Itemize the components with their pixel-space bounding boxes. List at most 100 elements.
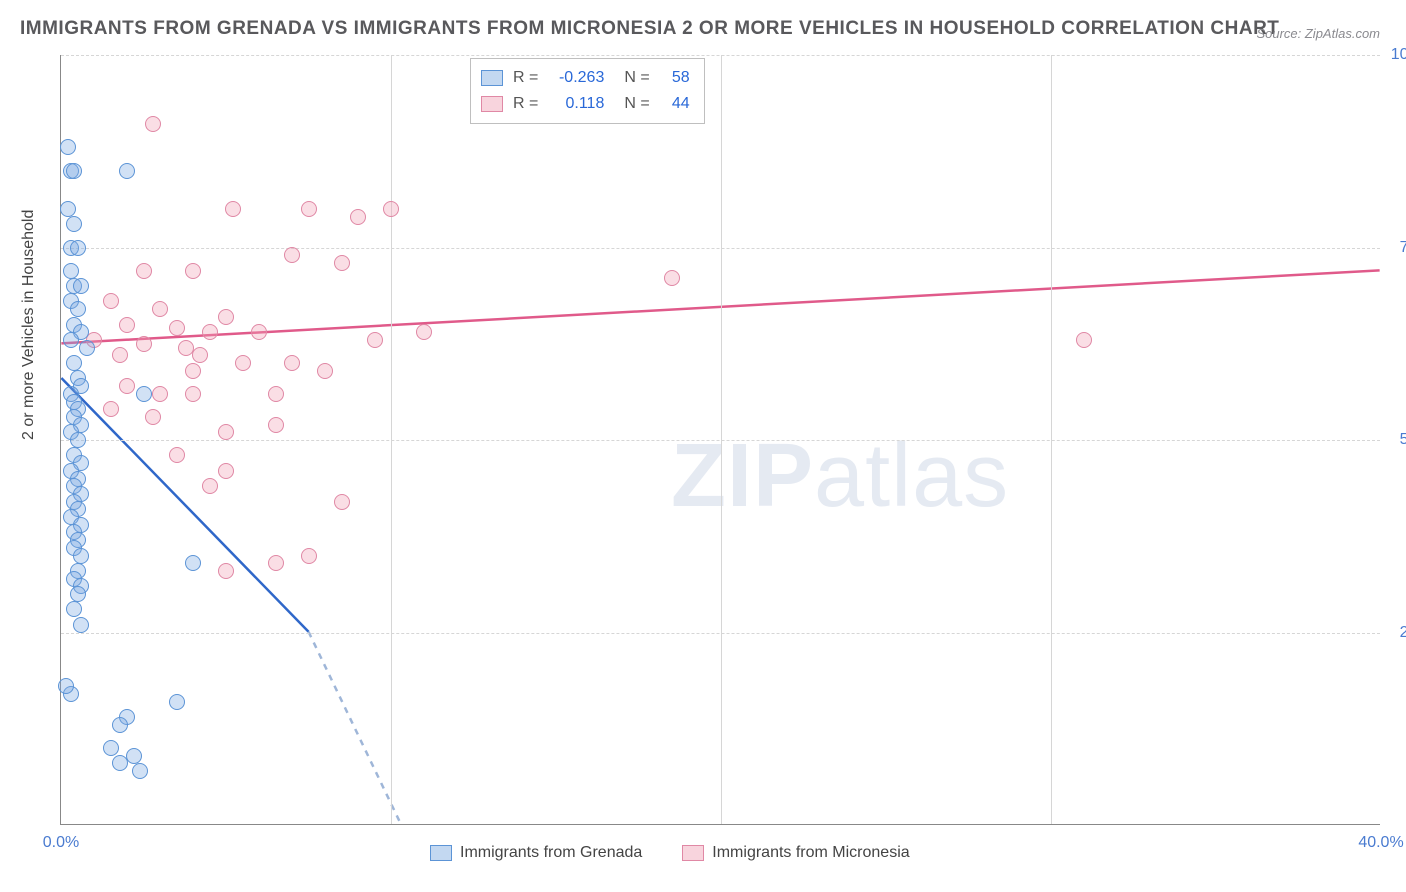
data-point xyxy=(383,201,399,217)
watermark-bold: ZIP xyxy=(671,426,814,526)
data-point xyxy=(192,347,208,363)
data-point xyxy=(301,201,317,217)
legend-swatch-pink-icon xyxy=(682,845,704,861)
data-point xyxy=(218,563,234,579)
data-point xyxy=(119,317,135,333)
r-value-pink: 0.118 xyxy=(548,91,604,117)
data-point xyxy=(70,432,86,448)
data-point xyxy=(136,263,152,279)
data-point xyxy=(317,363,333,379)
data-point xyxy=(70,240,86,256)
data-point xyxy=(185,386,201,402)
data-point xyxy=(136,386,152,402)
data-point xyxy=(73,278,89,294)
data-point xyxy=(169,694,185,710)
data-point xyxy=(301,548,317,564)
y-tick-label: 75.0% xyxy=(1385,239,1406,257)
data-point xyxy=(268,555,284,571)
data-point xyxy=(60,139,76,155)
y-tick-label: 100.0% xyxy=(1385,46,1406,64)
data-point xyxy=(103,740,119,756)
data-point xyxy=(218,424,234,440)
data-point xyxy=(60,201,76,217)
legend-label-pink: Immigrants from Micronesia xyxy=(712,844,909,862)
data-point xyxy=(119,378,135,394)
n-label: N = xyxy=(624,65,649,91)
data-point xyxy=(185,263,201,279)
plot-area: ZIPatlas 25.0%50.0%75.0%100.0%0.0%40.0% xyxy=(60,55,1380,825)
data-point xyxy=(145,409,161,425)
x-tick-label: 0.0% xyxy=(43,834,79,852)
data-point xyxy=(284,247,300,263)
legend-item-blue: Immigrants from Grenada xyxy=(430,844,642,862)
data-point xyxy=(103,293,119,309)
data-point xyxy=(185,555,201,571)
data-point xyxy=(63,332,79,348)
data-point xyxy=(63,263,79,279)
data-point xyxy=(112,347,128,363)
data-point xyxy=(79,340,95,356)
watermark-light: atlas xyxy=(814,426,1009,526)
r-label: R = xyxy=(513,91,538,117)
legend-swatch-blue-icon xyxy=(430,845,452,861)
data-point xyxy=(235,355,251,371)
chart-title: IMMIGRANTS FROM GRENADA VS IMMIGRANTS FR… xyxy=(20,18,1279,40)
data-point xyxy=(58,678,74,694)
r-label: R = xyxy=(513,65,538,91)
data-point xyxy=(284,355,300,371)
n-label: N = xyxy=(624,91,649,117)
data-point xyxy=(103,401,119,417)
x-tick-label: 40.0% xyxy=(1358,834,1403,852)
r-value-blue: -0.263 xyxy=(548,65,604,91)
swatch-blue-icon xyxy=(481,70,503,86)
source-label: Source: ZipAtlas.com xyxy=(1256,26,1380,41)
stats-row-blue: R = -0.263 N = 58 xyxy=(481,65,690,91)
data-point xyxy=(185,363,201,379)
data-point xyxy=(112,717,128,733)
data-point xyxy=(350,209,366,225)
data-point xyxy=(70,301,86,317)
data-point xyxy=(66,163,82,179)
data-point xyxy=(73,617,89,633)
data-point xyxy=(367,332,383,348)
stats-box: R = -0.263 N = 58 R = 0.118 N = 44 xyxy=(470,58,705,124)
stats-row-pink: R = 0.118 N = 44 xyxy=(481,91,690,117)
data-point xyxy=(119,163,135,179)
gridline-v xyxy=(391,55,392,824)
data-point xyxy=(66,216,82,232)
data-point xyxy=(202,478,218,494)
data-point xyxy=(145,116,161,132)
data-point xyxy=(66,601,82,617)
data-point xyxy=(1076,332,1092,348)
n-value-pink: 44 xyxy=(660,91,690,117)
legend-item-pink: Immigrants from Micronesia xyxy=(682,844,909,862)
data-point xyxy=(334,494,350,510)
data-point xyxy=(169,320,185,336)
data-point xyxy=(152,301,168,317)
data-point xyxy=(66,355,82,371)
y-tick-label: 50.0% xyxy=(1385,431,1406,449)
y-tick-label: 25.0% xyxy=(1385,624,1406,642)
n-value-blue: 58 xyxy=(660,65,690,91)
data-point xyxy=(132,763,148,779)
data-point xyxy=(218,309,234,325)
gridline-v xyxy=(1051,55,1052,824)
data-point xyxy=(268,417,284,433)
data-point xyxy=(334,255,350,271)
swatch-pink-icon xyxy=(481,96,503,112)
data-point xyxy=(70,586,86,602)
data-point xyxy=(268,386,284,402)
data-point xyxy=(251,324,267,340)
gridline-v xyxy=(721,55,722,824)
data-point xyxy=(73,548,89,564)
y-axis-label: 2 or more Vehicles in Household xyxy=(20,210,38,440)
data-point xyxy=(218,463,234,479)
data-point xyxy=(136,336,152,352)
data-point xyxy=(225,201,241,217)
data-point xyxy=(664,270,680,286)
data-point xyxy=(202,324,218,340)
data-point xyxy=(416,324,432,340)
data-point xyxy=(112,755,128,771)
legend: Immigrants from Grenada Immigrants from … xyxy=(430,844,910,862)
data-point xyxy=(169,447,185,463)
